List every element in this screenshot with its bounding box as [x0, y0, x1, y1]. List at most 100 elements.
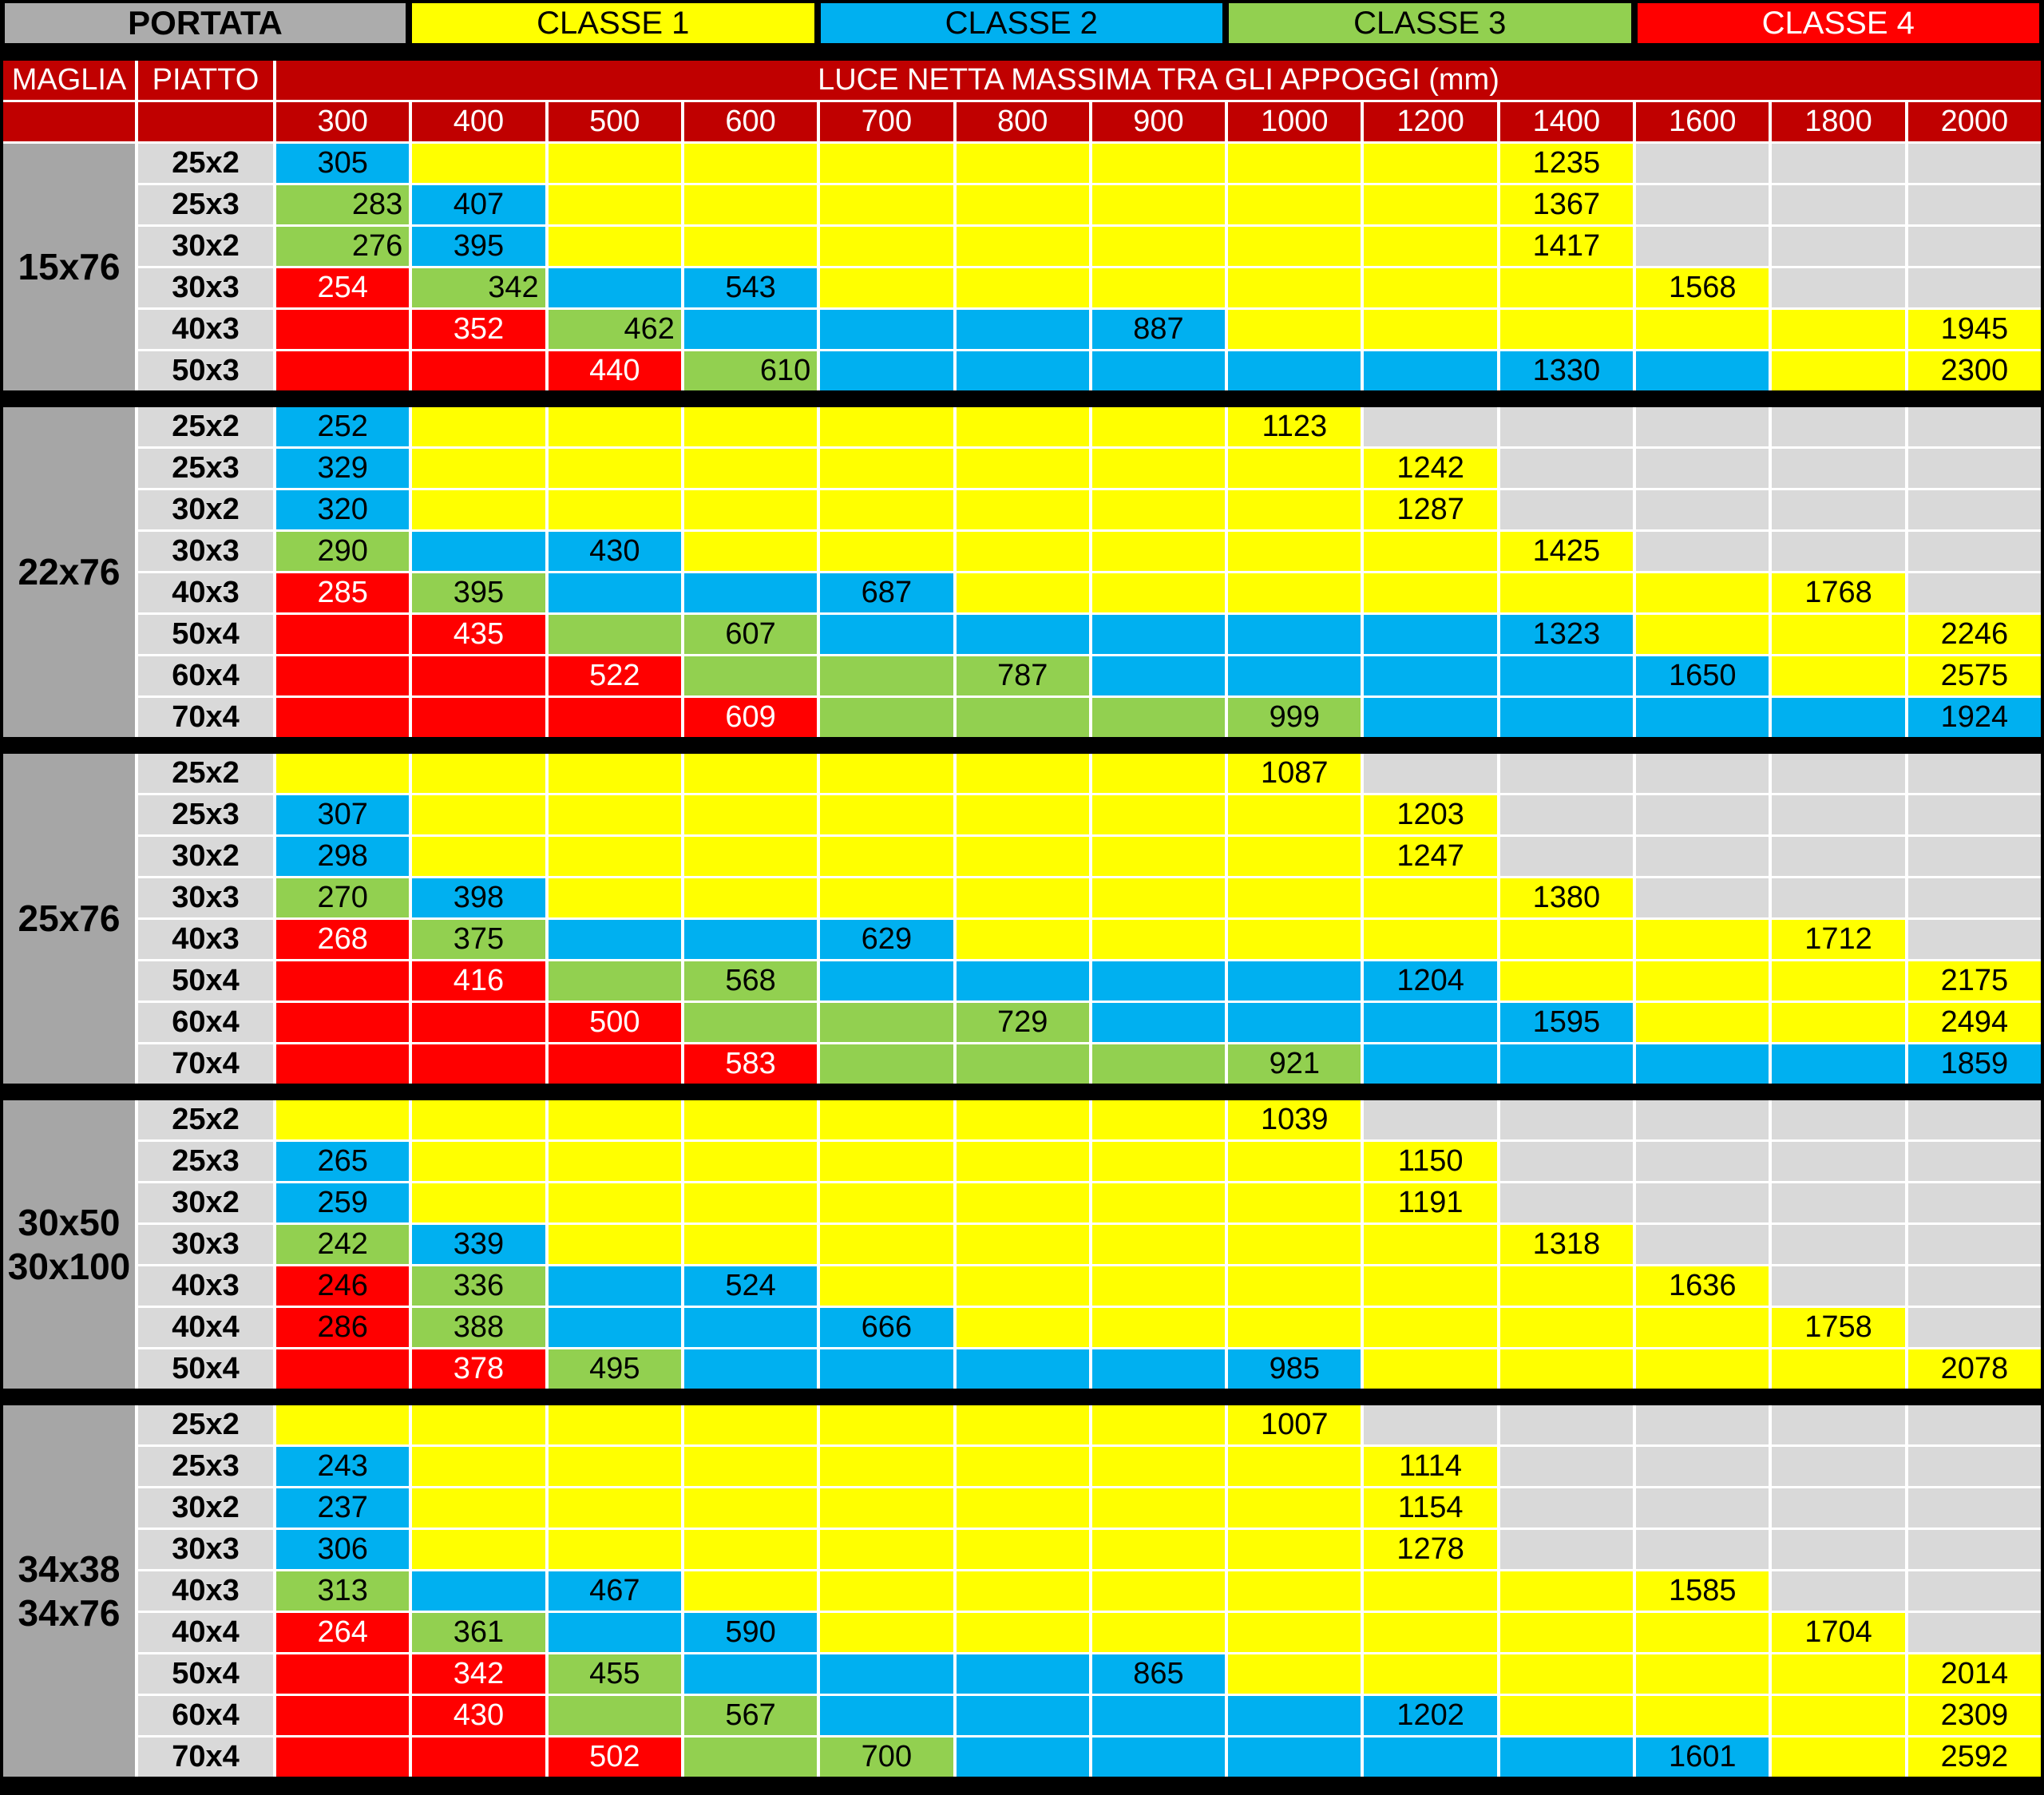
- capacity-cell: [548, 1613, 681, 1652]
- capacity-cell: [820, 1183, 953, 1222]
- maglia-label: 30x100: [7, 1245, 131, 1287]
- span-header-1000: 1000: [1228, 102, 1361, 141]
- capacity-cell: [1364, 656, 1497, 695]
- capacity-cell: [1499, 1266, 1634, 1306]
- capacity-cell: [820, 615, 953, 654]
- capacity-cell: 395: [412, 573, 545, 612]
- capacity-cell: [548, 698, 681, 737]
- maglia-cell: 34x38 34x76: [3, 1405, 135, 1777]
- capacity-cell: [1636, 351, 1769, 390]
- maglia-cell: 25x76: [3, 754, 135, 1084]
- capacity-cell: 416: [412, 961, 545, 1001]
- empty-cell: [1772, 490, 1905, 529]
- empty-cell: [1772, 1100, 1905, 1139]
- capacity-cell: [956, 1266, 1089, 1306]
- piatto-cell: 25x3: [138, 1447, 273, 1486]
- capacity-cell: [1364, 1571, 1497, 1611]
- capacity-cell: [548, 920, 681, 959]
- capacity-cell: 1768: [1772, 573, 1905, 612]
- capacity-cell: [683, 1530, 818, 1569]
- capacity-cell: 2175: [1907, 961, 2041, 1001]
- capacity-cell: [956, 795, 1089, 834]
- capacity-cell: 276: [276, 227, 410, 266]
- capacity-cell: [1091, 1044, 1226, 1084]
- capacity-cell: 700: [820, 1738, 953, 1777]
- capacity-cell: [1091, 573, 1226, 612]
- piatto-cell: 40x3: [138, 310, 273, 349]
- capacity-cell: [1499, 656, 1634, 695]
- empty-cell: [1364, 407, 1497, 446]
- capacity-cell: [548, 837, 681, 876]
- capacity-cell: [276, 1349, 410, 1389]
- capacity-cell: [1228, 1488, 1361, 1528]
- capacity-cell: [683, 1488, 818, 1528]
- capacity-cell: 1595: [1499, 1003, 1634, 1042]
- capacity-cell: [1636, 1349, 1769, 1389]
- capacity-cell: [548, 1225, 681, 1264]
- capacity-cell: [820, 532, 953, 571]
- capacity-cell: 1278: [1364, 1530, 1497, 1569]
- capacity-cell: [1091, 1447, 1226, 1486]
- capacity-cell: 583: [683, 1044, 818, 1084]
- capacity-cell: 306: [276, 1530, 410, 1569]
- capacity-cell: [1636, 573, 1769, 612]
- capacity-cell: [1228, 1266, 1361, 1306]
- capacity-cell: [956, 878, 1089, 917]
- capacity-cell: [1091, 1613, 1226, 1652]
- empty-cell: [1636, 754, 1769, 793]
- capacity-cell: 1039: [1228, 1100, 1361, 1139]
- empty-cell: [1772, 1530, 1905, 1569]
- capacity-cell: 1417: [1499, 227, 1634, 266]
- capacity-cell: [1364, 573, 1497, 612]
- capacity-cell: [1364, 615, 1497, 654]
- capacity-cell: 1425: [1499, 532, 1634, 571]
- capacity-cell: [276, 961, 410, 1001]
- capacity-cell: [548, 1308, 681, 1347]
- capacity-cell: 467: [548, 1571, 681, 1611]
- capacity-cell: [1772, 351, 1905, 390]
- capacity-cell: [1364, 185, 1497, 224]
- capacity-cell: [1091, 351, 1226, 390]
- empty-cell: [1636, 837, 1769, 876]
- capacity-cell: 342: [412, 1654, 545, 1694]
- empty-cell: [1907, 1225, 2041, 1264]
- capacity-cell: [412, 698, 545, 737]
- piatto-cell: 25x2: [138, 754, 273, 793]
- capacity-cell: [956, 1349, 1089, 1389]
- capacity-cell: [1228, 144, 1361, 183]
- capacity-cell: [548, 961, 681, 1001]
- capacity-cell: [956, 1530, 1089, 1569]
- capacity-cell: [1772, 1696, 1905, 1735]
- piatto-cell: 50x4: [138, 615, 273, 654]
- maglia-group-22x76: 22x76 25x2 252 1123 25x3 329 1242 30x2 320 1287 30…: [3, 407, 2041, 737]
- capacity-cell: [1091, 698, 1226, 737]
- capacity-cell: 283: [276, 185, 410, 224]
- capacity-cell: 352: [412, 310, 545, 349]
- empty-cell: [1907, 185, 2041, 224]
- capacity-cell: [1499, 698, 1634, 737]
- empty-cell: [1499, 1183, 1634, 1222]
- capacity-cell: [1228, 795, 1361, 834]
- capacity-cell: [1364, 1266, 1497, 1306]
- capacity-cell: [1228, 878, 1361, 917]
- capacity-cell: [1228, 837, 1361, 876]
- table-body-wrapper: MAGLIA PIATTO LUCE NETTA MASSIMA TRA GLI…: [3, 61, 2041, 1777]
- capacity-cell: [1364, 878, 1497, 917]
- capacity-cell: 2592: [1907, 1738, 2041, 1777]
- capacity-cell: [956, 227, 1089, 266]
- capacity-cell: 398: [412, 878, 545, 917]
- capacity-cell: [412, 795, 545, 834]
- piatto-cell: 40x3: [138, 920, 273, 959]
- capacity-cell: [1091, 754, 1226, 793]
- capacity-cell: 264: [276, 1613, 410, 1652]
- capacity-cell: [1228, 1003, 1361, 1042]
- capacity-cell: [1091, 1488, 1226, 1528]
- capacity-cell: [1228, 1183, 1361, 1222]
- capacity-cell: [1499, 961, 1634, 1001]
- capacity-cell: [1364, 1003, 1497, 1042]
- capacity-cell: 495: [548, 1349, 681, 1389]
- capacity-cell: 1380: [1499, 878, 1634, 917]
- capacity-cell: [276, 1100, 410, 1139]
- capacity-cell: [1364, 227, 1497, 266]
- capacity-cell: [1772, 1654, 1905, 1694]
